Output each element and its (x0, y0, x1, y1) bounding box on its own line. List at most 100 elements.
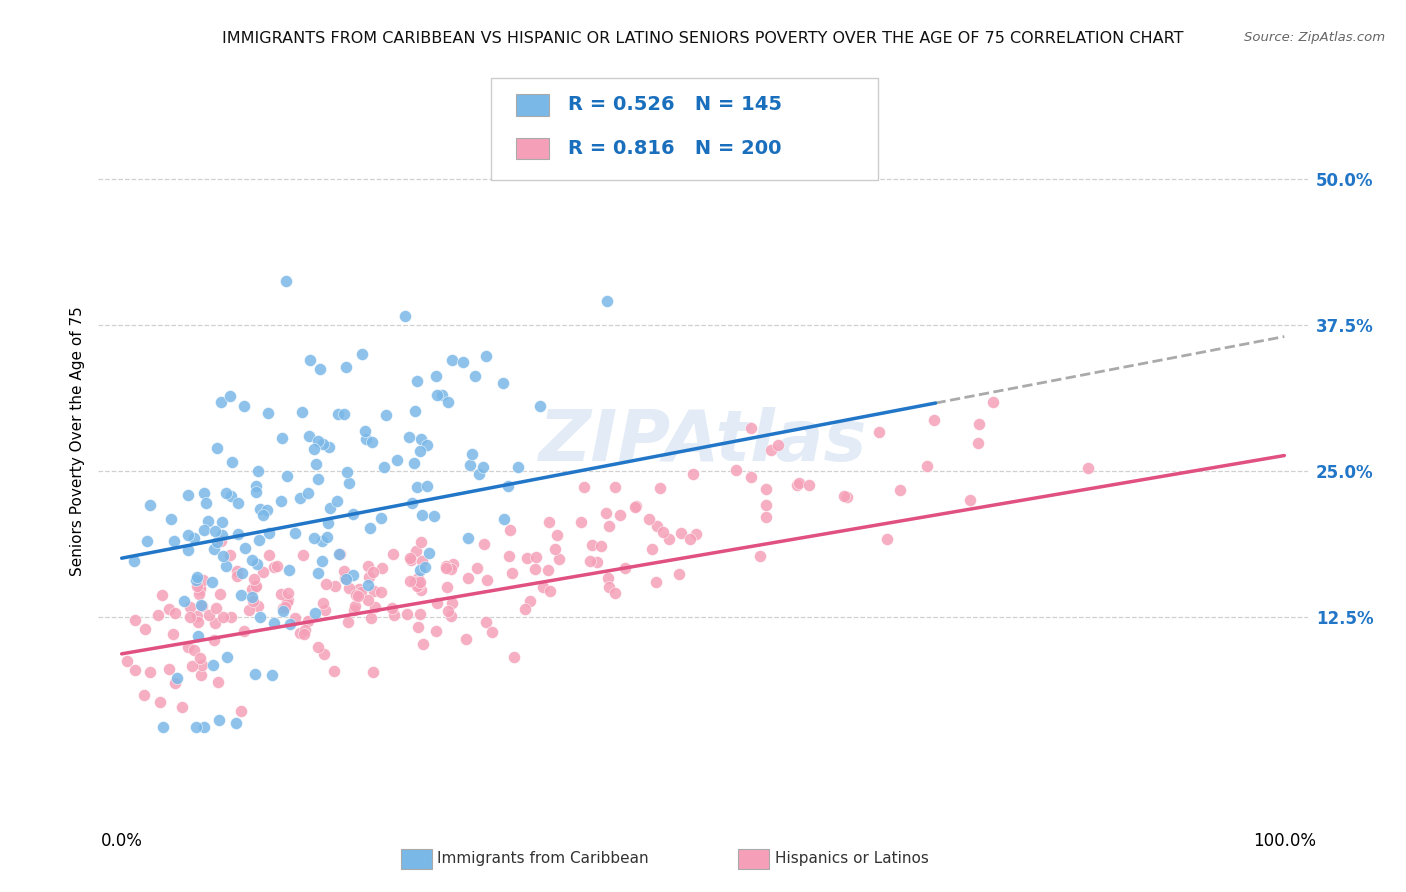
Point (247, 533, 270, 548)
Point (277, 586, 299, 600)
Point (186, 609, 208, 624)
Point (406, 374, 429, 388)
Point (188, 587, 211, 601)
Point (342, 507, 364, 521)
Point (614, 560, 637, 574)
Point (371, 560, 394, 574)
Point (290, 626, 312, 640)
Point (519, 593, 541, 607)
Point (311, 554, 333, 568)
Point (425, 368, 447, 383)
Point (217, 650, 239, 665)
Point (538, 583, 561, 598)
Point (412, 637, 434, 651)
Y-axis label: Seniors Poverty Over the Age of 75: Seniors Poverty Over the Age of 75 (69, 307, 84, 576)
Point (411, 508, 433, 522)
Point (270, 587, 292, 601)
Point (277, 592, 299, 607)
Point (190, 667, 212, 681)
Point (457, 571, 479, 585)
Point (787, 476, 810, 491)
Point (981, 395, 1004, 409)
Point (307, 640, 329, 655)
Point (207, 674, 229, 689)
Point (274, 599, 297, 614)
Point (658, 533, 681, 547)
Point (416, 438, 439, 452)
Point (409, 432, 432, 446)
Point (263, 560, 285, 574)
Point (399, 553, 422, 567)
Point (162, 626, 184, 640)
Point (260, 667, 283, 681)
Text: R = 0.526   N = 145: R = 0.526 N = 145 (568, 95, 782, 114)
Point (409, 443, 432, 458)
Point (835, 490, 858, 504)
Point (494, 512, 516, 526)
Point (318, 440, 340, 454)
Point (342, 568, 364, 582)
Point (297, 486, 319, 500)
Point (361, 565, 384, 579)
Point (329, 547, 352, 561)
Point (644, 574, 666, 589)
Point (589, 540, 612, 554)
Point (498, 549, 520, 563)
Point (157, 602, 180, 616)
Point (350, 585, 373, 599)
Point (406, 480, 429, 494)
Point (218, 548, 240, 562)
Point (152, 720, 174, 734)
Point (299, 352, 322, 367)
Point (360, 435, 382, 450)
Point (249, 502, 271, 516)
Point (364, 599, 387, 614)
Point (243, 580, 266, 594)
Point (401, 495, 423, 509)
Point (406, 579, 429, 593)
Point (307, 566, 329, 581)
Point (238, 603, 260, 617)
Point (645, 519, 668, 533)
Point (335, 572, 357, 586)
Point (832, 489, 855, 503)
Point (453, 355, 475, 369)
Point (242, 572, 264, 586)
Point (515, 601, 537, 615)
Point (219, 489, 242, 503)
Point (277, 563, 299, 577)
Point (406, 620, 429, 634)
Point (292, 626, 315, 640)
Point (457, 531, 479, 545)
Point (537, 515, 560, 529)
Point (219, 389, 242, 403)
Point (297, 615, 319, 629)
Point (190, 598, 212, 612)
Point (146, 608, 169, 623)
Point (200, 574, 222, 589)
FancyBboxPatch shape (516, 95, 550, 115)
Point (205, 535, 228, 549)
Point (247, 464, 270, 478)
Point (343, 603, 366, 617)
Point (240, 553, 263, 567)
Point (917, 458, 939, 473)
Point (404, 403, 426, 417)
Point (242, 582, 264, 596)
Point (214, 558, 236, 573)
Point (579, 554, 602, 568)
Point (270, 494, 292, 508)
Point (423, 509, 446, 524)
Point (524, 550, 547, 565)
Point (395, 607, 418, 621)
Point (208, 587, 231, 601)
Text: Immigrants from Caribbean: Immigrants from Caribbean (437, 852, 650, 866)
Point (440, 562, 463, 576)
Point (325, 493, 347, 508)
Point (375, 408, 398, 422)
Point (436, 581, 458, 595)
Point (598, 518, 620, 533)
Point (360, 611, 382, 625)
Point (202, 658, 225, 673)
Point (304, 606, 326, 620)
